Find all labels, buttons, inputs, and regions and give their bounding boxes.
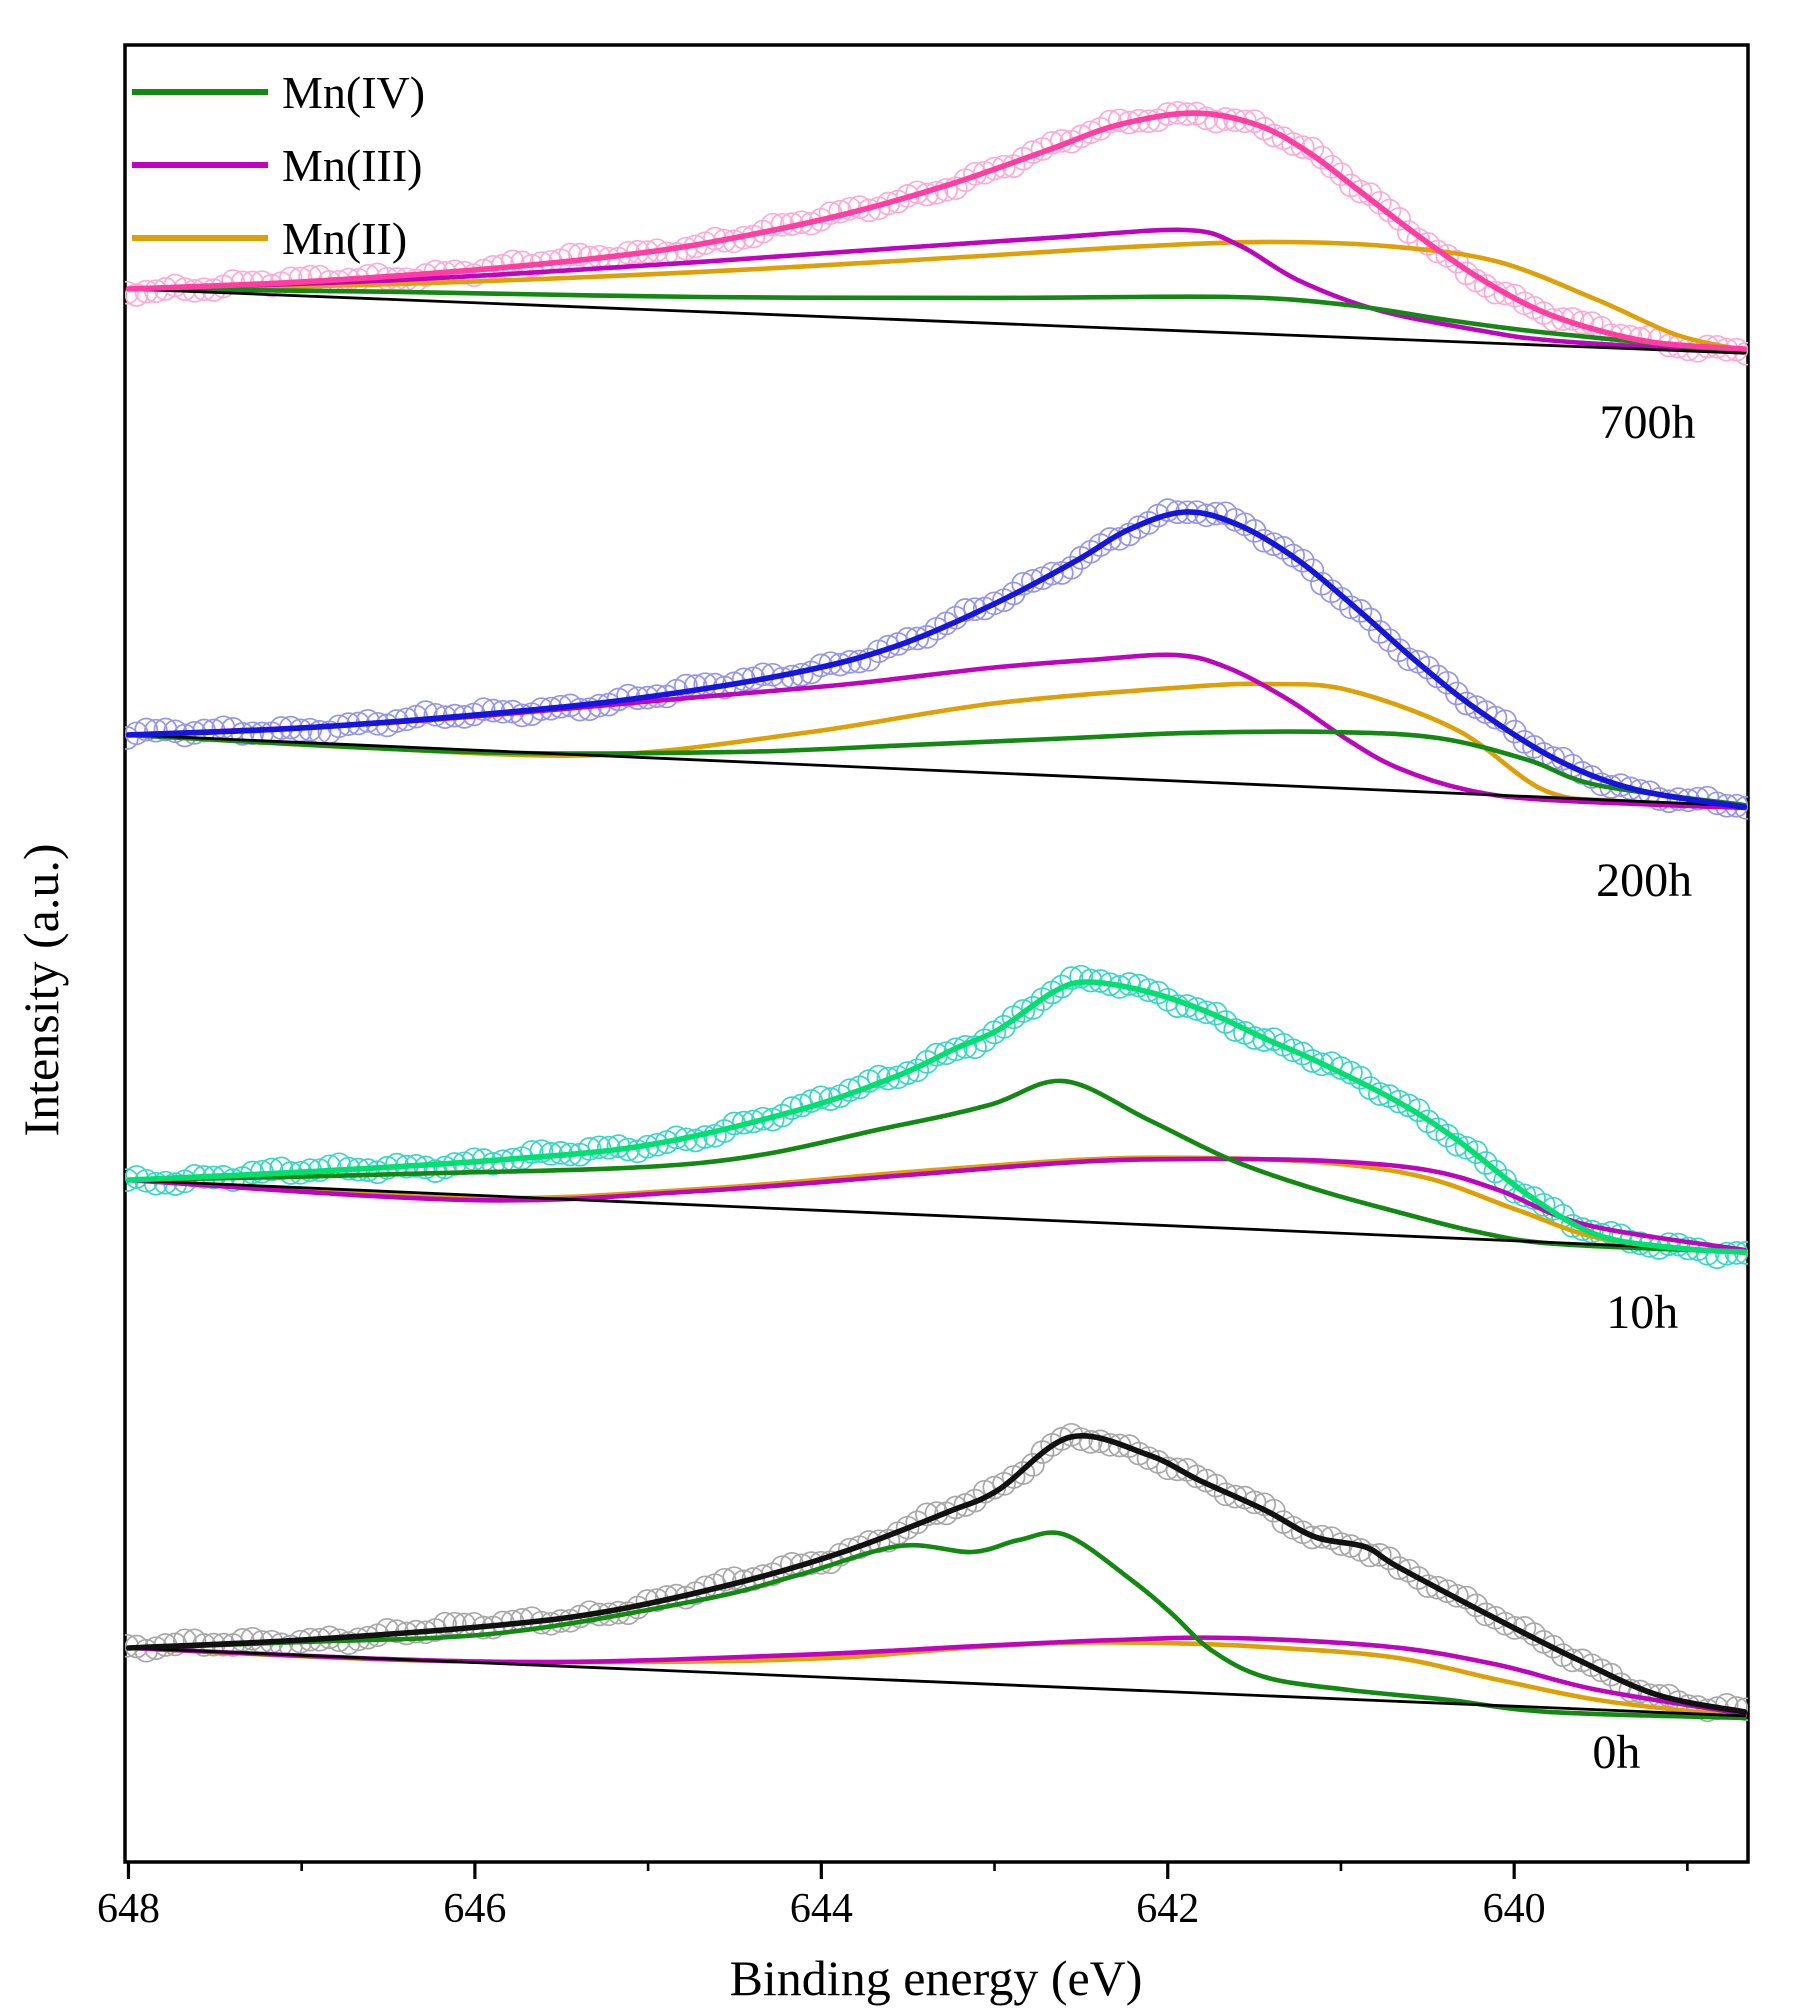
x-tick-label-644: 644 [790,1886,853,1932]
spectrum-panel-10h [125,964,1748,1270]
envelope-curve-700h [125,110,1748,352]
panel-label-700h: 700h [1600,396,1696,449]
mn4-curve-700h [126,286,1747,355]
mn3-curve-10h [126,1156,1747,1253]
mn2-curve-700h [126,239,1747,353]
mn4-curve-0h [126,1530,1747,1721]
raw-data-markers-0h [125,1422,1748,1723]
x-tick-label-648: 648 [97,1886,160,1932]
panel-labels-group: 700h 200h 10h 0h [1592,396,1695,1779]
baseline-700h [127,287,1746,355]
x-tick-label-640: 640 [1483,1886,1546,1932]
panel-label-200h: 200h [1596,854,1692,907]
x-tick-label-642: 642 [1136,1886,1199,1932]
envelope-curve-0h [125,1433,1748,1715]
panel-label-10h: 10h [1606,1286,1678,1339]
baseline-200h [127,733,1746,808]
envelope-curve-10h [125,979,1748,1255]
envelope-curve-200h [125,509,1748,810]
x-axis-ticks-group: 648 646 644 642 640 [97,1862,1689,1932]
legend: Mn(IV) Mn(III) Mn(II) [132,67,425,264]
legend-label-mn2: Mn(II) [282,213,407,264]
spectrum-panel-200h [125,498,1748,820]
legend-label-mn3: Mn(III) [282,140,423,191]
mn4-curve-10h [126,1078,1747,1255]
panel-label-0h: 0h [1592,1726,1640,1779]
spectra-group [125,100,1748,1723]
y-axis-title: Intensity (a.u.) [13,844,69,1137]
spectrum-panel-700h [125,100,1748,366]
plot-frame [123,43,1750,1864]
spectrum-panel-0h [125,1422,1748,1723]
baseline-0h [127,1646,1746,1718]
x-axis-title: Binding energy (eV) [730,1950,1143,2006]
mn3-curve-0h [126,1635,1747,1717]
baseline-10h [127,1178,1746,1253]
mn3-curve-700h [126,227,1747,355]
legend-label-mn4: Mn(IV) [282,67,425,118]
x-tick-label-646: 646 [443,1886,506,1932]
